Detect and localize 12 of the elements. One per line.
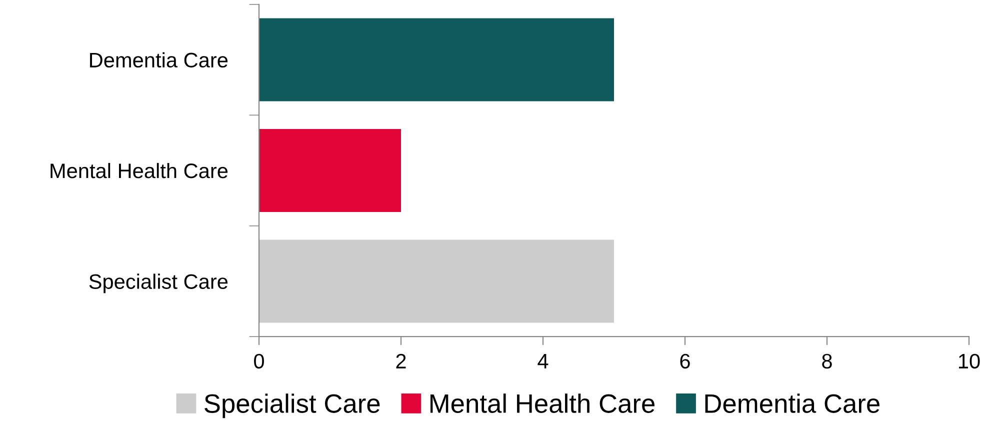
- x-tick-label: 10: [959, 354, 980, 369]
- x-tick-label: 2: [396, 354, 406, 368]
- x-tick-label: 4: [538, 354, 548, 368]
- x-tick-label: 6: [680, 354, 690, 369]
- y-tick-label: Dementia Care: [90, 52, 228, 68]
- legend-label: Mental Health Care: [430, 394, 655, 413]
- y-tick-label: Mental Health Care: [50, 162, 228, 178]
- x-tick-label: 8: [822, 354, 832, 369]
- legend-label: Specialist Care: [204, 394, 380, 418]
- y-tick-label: Specialist Care: [89, 274, 228, 294]
- legend-label: Dementia Care: [705, 394, 880, 413]
- x-tick-label: 0: [254, 354, 264, 369]
